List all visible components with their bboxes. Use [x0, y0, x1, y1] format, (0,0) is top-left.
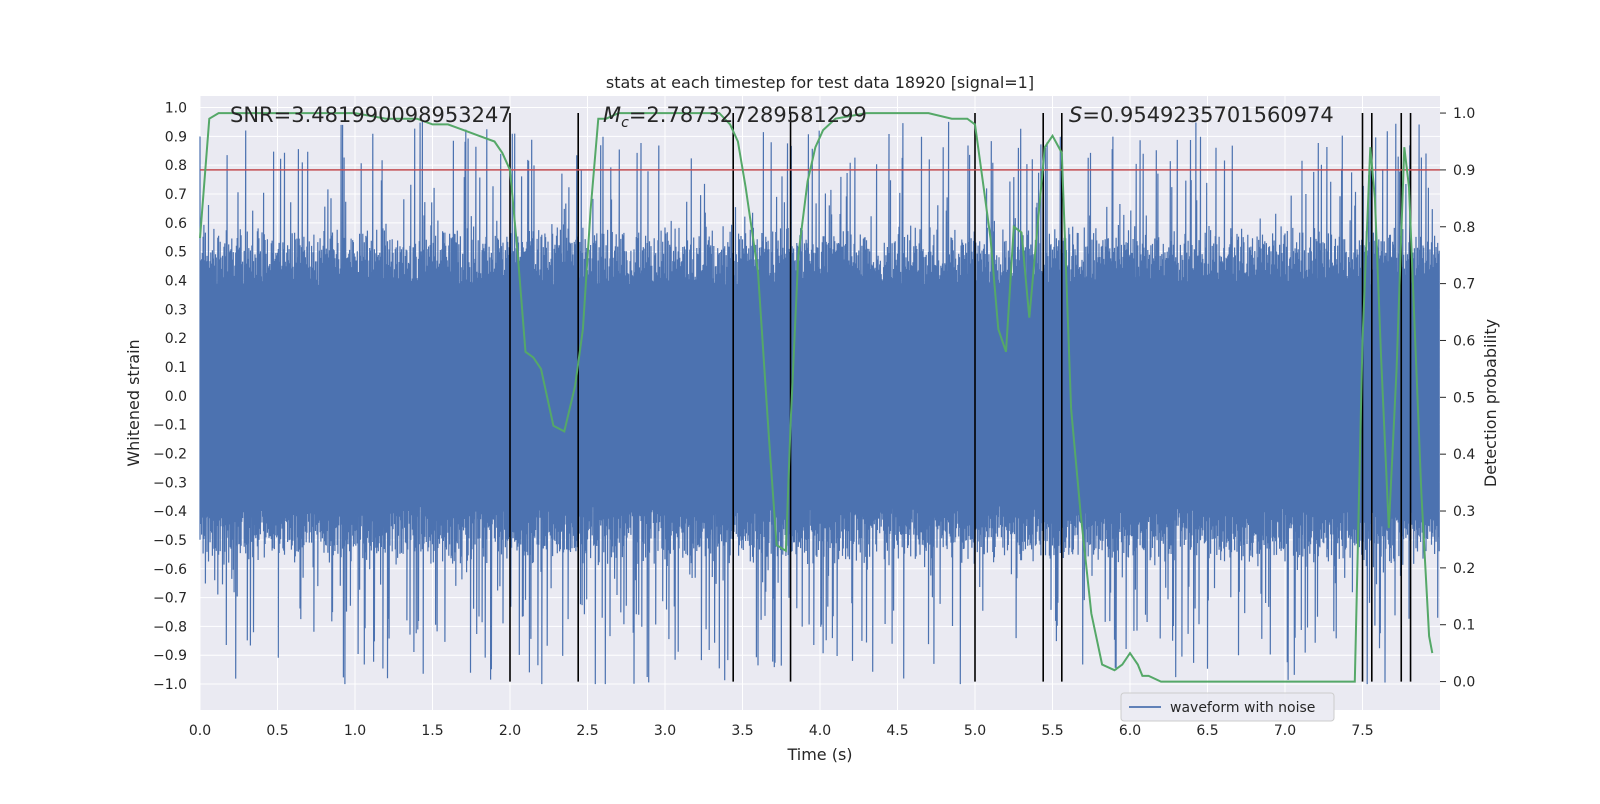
left-tick-label: 0.7 — [165, 187, 187, 203]
left-tick-label: 1.0 — [165, 101, 187, 117]
left-tick-label: 0.3 — [165, 302, 187, 318]
x-tick-label: 7.5 — [1351, 723, 1373, 739]
right-axis-ticks: 1.0 0.9 0.8 0.7 0.6 0.5 0.4 0.3 0.2 0.1 0.0 — [1440, 106, 1475, 691]
right-tick-label: 0.3 — [1453, 504, 1475, 520]
left-tick-label: −0.4 — [153, 504, 187, 520]
left-tick-label: −0.1 — [153, 418, 187, 434]
left-tick-label: 0.5 — [165, 245, 187, 261]
left-tick-label: −0.2 — [153, 446, 187, 462]
x-tick-label: 6.0 — [1119, 723, 1141, 739]
detection-probability-line — [199, 112, 1434, 683]
right-tick-label: 1.0 — [1453, 106, 1475, 122]
right-tick-label: 0.1 — [1453, 618, 1475, 634]
x-tick-label: 2.5 — [576, 723, 598, 739]
left-tick-label: 0.1 — [165, 360, 187, 376]
right-tick-label: 0.2 — [1453, 561, 1475, 577]
s-annotation: S=0.9549235701560974 — [1069, 103, 1334, 127]
left-tick-label: 0.2 — [165, 331, 187, 347]
right-tick-label: 0.6 — [1453, 333, 1475, 349]
x-tick-label: 4.0 — [809, 723, 831, 739]
left-tick-label: −1.0 — [153, 677, 187, 693]
x-tick-label: 6.5 — [1196, 723, 1218, 739]
x-tick-label: 5.0 — [964, 723, 986, 739]
waveform-series — [199, 121, 1440, 685]
x-tick-label: 7.0 — [1274, 723, 1296, 739]
left-tick-label: −0.6 — [153, 562, 187, 578]
left-tick-label: −0.7 — [153, 591, 187, 607]
left-tick-label: −0.5 — [153, 533, 187, 549]
x-tick-label: 0.0 — [189, 723, 211, 739]
x-tick-label: 3.5 — [731, 723, 753, 739]
s-value: =0.9549235701560974 — [1082, 103, 1333, 127]
chirp-mass-symbol: M — [603, 103, 621, 127]
left-axis-label: Whitened strain — [124, 339, 143, 466]
right-axis-label: Detection probability — [1481, 319, 1500, 487]
left-tick-label: −0.9 — [153, 648, 187, 664]
legend: waveform with noise — [1120, 692, 1335, 722]
left-tick-label: −0.8 — [153, 619, 187, 635]
left-tick-label: 0.4 — [165, 273, 187, 289]
chart-title: stats at each timestep for test data 189… — [606, 73, 1034, 92]
left-tick-label: 0.6 — [165, 216, 187, 232]
right-tick-label: 0.5 — [1453, 390, 1475, 406]
chirp-mass-value: =2.787327289581299 — [629, 103, 867, 127]
right-tick-label: 0.9 — [1453, 163, 1475, 179]
right-tick-label: 0.8 — [1453, 220, 1475, 236]
x-tick-label: 1.0 — [344, 723, 366, 739]
s-symbol: S — [1069, 103, 1082, 127]
legend-label-waveform: waveform with noise — [1170, 700, 1315, 716]
left-tick-label: 0.9 — [165, 129, 187, 145]
legend-box — [1120, 692, 1335, 722]
chirp-mass-annotation: Mc=2.787327289581299 — [603, 103, 867, 131]
waveform-trace — [199, 121, 1440, 685]
chirp-mass-subscript: c — [621, 115, 629, 131]
x-axis-ticks: 0.0 0.5 1.0 1.5 2.0 2.5 3.0 3.5 4.0 4.5 5.0 5.5 6.0 6… — [189, 723, 1374, 739]
left-tick-label: 0.0 — [165, 389, 187, 405]
snr-annotation: SNR=3.481990098953247 — [230, 103, 512, 127]
left-tick-label: 0.8 — [165, 158, 187, 174]
right-tick-label: 0.4 — [1453, 447, 1475, 463]
x-tick-label: 5.5 — [1041, 723, 1063, 739]
left-tick-label: −0.3 — [153, 475, 187, 491]
x-tick-label: 2.0 — [499, 723, 521, 739]
x-tick-label: 0.5 — [266, 723, 288, 739]
x-axis-label: Time (s) — [786, 745, 852, 764]
right-tick-label: 0.0 — [1453, 675, 1475, 691]
right-tick-label: 0.7 — [1453, 277, 1475, 293]
left-axis-ticks: 1.0 0.9 0.8 0.7 0.6 0.5 0.4 0.3 0.2 0.1 0.0 −0.1 −0.… — [153, 101, 187, 694]
x-tick-label: 3.0 — [654, 723, 676, 739]
x-tick-label: 1.5 — [421, 723, 443, 739]
vertical-markers — [509, 113, 1412, 682]
x-tick-label: 4.5 — [886, 723, 908, 739]
